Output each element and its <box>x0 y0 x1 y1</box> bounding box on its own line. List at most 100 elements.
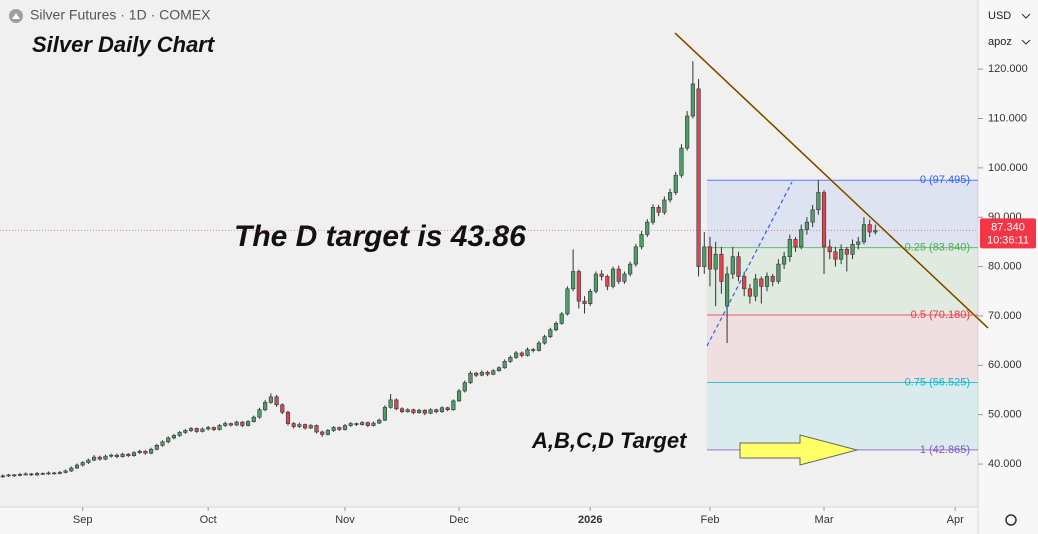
candle-body <box>479 371 484 376</box>
candle-body <box>188 428 194 431</box>
y-tick-label: 120.000 <box>988 63 1028 75</box>
candle-body <box>183 430 188 433</box>
candle-body <box>166 437 171 443</box>
candle-body <box>633 246 638 265</box>
candle-body <box>160 441 165 446</box>
candle-body <box>439 407 445 413</box>
candle-body <box>211 427 216 430</box>
candle-body <box>667 192 673 201</box>
abcd-line <box>706 181 793 347</box>
candle-body <box>508 357 513 362</box>
currency-selector[interactable]: USD <box>988 10 1011 22</box>
candle-body <box>542 336 547 344</box>
candle-body <box>40 473 45 475</box>
candle-body <box>171 435 176 439</box>
candle-body <box>571 271 576 290</box>
candle-body <box>588 290 593 304</box>
candle-body <box>559 313 564 324</box>
candle-body <box>263 402 268 411</box>
candle-body <box>74 464 80 469</box>
annotation: A,B,C,D Target <box>531 428 688 453</box>
symbol-title: Silver Futures · 1D · COMEX <box>30 7 211 23</box>
candle-body <box>799 229 804 248</box>
candle-body <box>382 406 387 421</box>
candle-body <box>679 147 684 176</box>
candle-body <box>531 349 536 351</box>
candle-body <box>462 382 467 392</box>
candle-body <box>17 474 23 476</box>
candle-body <box>730 256 735 275</box>
candle-body <box>399 408 405 413</box>
candle-body <box>622 273 627 282</box>
candle-body <box>245 421 251 426</box>
dropdown-caret <box>1021 39 1031 45</box>
candle-body <box>308 425 313 429</box>
candle-body <box>57 472 62 474</box>
candle-body <box>770 276 775 282</box>
candle-body <box>536 342 541 351</box>
candle-body <box>576 271 581 302</box>
candle-body <box>149 448 154 454</box>
candle-body <box>696 88 701 267</box>
candle-body <box>816 192 821 211</box>
candle-body <box>354 423 359 425</box>
candle-body <box>496 367 502 372</box>
plot-area: 0 (97.495) 0.25 (83.840) 0.5 (70.180) 0.75 … <box>0 61 978 478</box>
candle-body <box>844 249 849 255</box>
candle-body <box>228 423 234 426</box>
last-price-tag <box>980 218 1036 249</box>
candle-body <box>821 192 827 248</box>
trend-line <box>674 32 989 329</box>
candle-body <box>662 199 667 213</box>
candle-body <box>645 221 650 235</box>
candle-body <box>525 349 530 356</box>
candle-body <box>240 421 245 426</box>
candle-body <box>69 467 74 472</box>
settings-button[interactable] <box>1005 514 1017 526</box>
candle-body <box>491 370 496 375</box>
candle-body <box>86 459 91 463</box>
y-tick-label: 80.000 <box>988 260 1022 272</box>
y-tick-label: 40.000 <box>988 458 1022 470</box>
settings-icon[interactable] <box>1005 514 1017 526</box>
candle-body <box>810 209 815 223</box>
candle-body <box>217 425 222 430</box>
target-arrow <box>739 434 859 466</box>
candle-body <box>656 207 661 213</box>
fib-level-label: 0 (97.495) <box>920 174 970 186</box>
candle-body <box>337 427 342 430</box>
candle-body <box>764 276 770 287</box>
plot-background <box>0 0 978 507</box>
header: Silver Futures · 1D · COMEX <box>9 7 211 23</box>
candle-body <box>131 452 137 456</box>
candle-body <box>137 450 142 453</box>
candle-body <box>850 244 855 255</box>
y-tick-label: 60.000 <box>988 359 1022 371</box>
candle-body <box>451 400 456 411</box>
candle-body <box>280 404 285 413</box>
candle-body <box>143 450 148 454</box>
candle-body <box>861 224 867 243</box>
x-tick-label: Nov <box>335 514 355 526</box>
candle-body <box>422 409 427 414</box>
candle-body <box>394 399 399 410</box>
y-tick-label: 100.000 <box>988 162 1028 174</box>
candle-body <box>873 230 878 233</box>
candle-body <box>92 456 97 461</box>
symbol-icon-mark <box>12 13 20 19</box>
bar-countdown: 10:36:11 <box>987 234 1029 246</box>
candle-body <box>673 174 678 193</box>
candle-body <box>46 472 51 475</box>
candle-body <box>126 453 131 456</box>
candle-body <box>194 428 199 432</box>
x-tick-label: 2026 <box>578 514 602 526</box>
candle-body <box>314 425 319 433</box>
candle-body <box>268 396 273 403</box>
candle-body <box>434 409 439 413</box>
candle-body <box>417 409 422 414</box>
x-tick-label: Apr <box>947 514 964 526</box>
scale-mode[interactable]: apoz <box>988 36 1012 48</box>
fib-level-label: 0.25 (83.840) <box>905 242 970 254</box>
